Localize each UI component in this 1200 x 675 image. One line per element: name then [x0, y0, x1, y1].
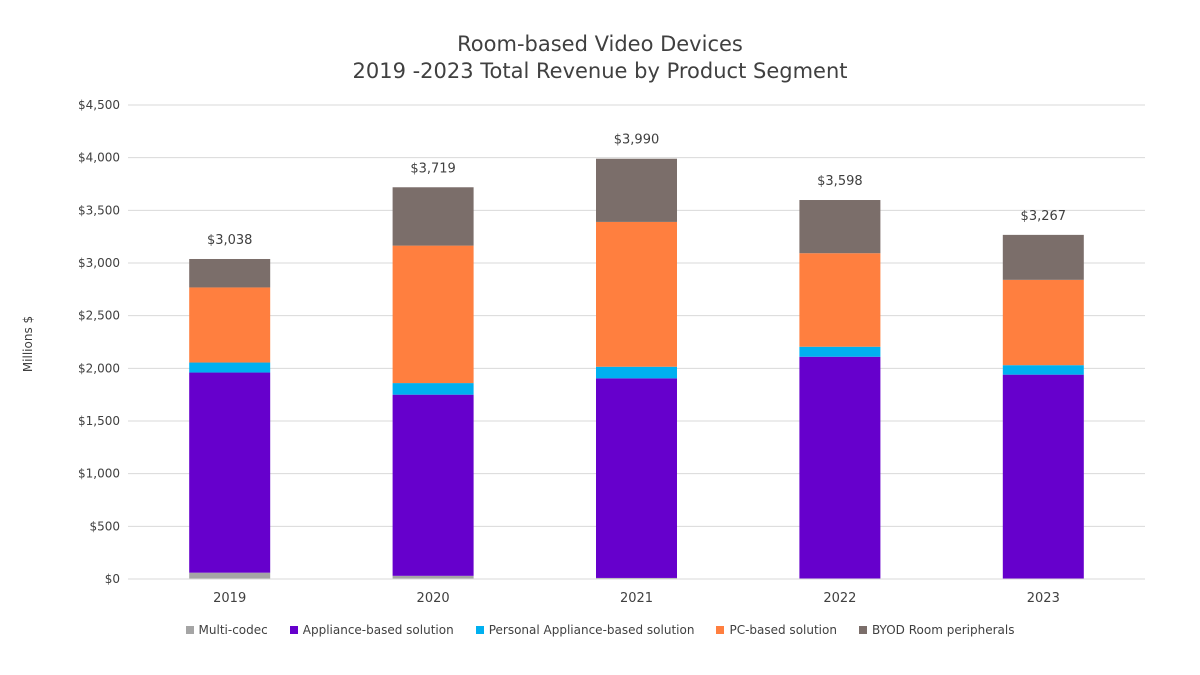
- chart-title: Room-based Video Devices: [457, 32, 743, 56]
- legend-item: BYOD Room peripherals: [858, 623, 1015, 637]
- legend-swatch: [858, 626, 867, 634]
- y-tick-label: $2,500: [78, 309, 120, 323]
- total-data-label: $3,038: [207, 233, 253, 248]
- x-tick-label: 2021: [620, 591, 653, 606]
- y-tick-label: $500: [89, 519, 120, 533]
- bar-segment: [799, 253, 881, 347]
- bar-segment: [189, 362, 271, 373]
- bar-segment: [799, 356, 881, 579]
- bar-segment: [189, 287, 271, 363]
- bar-segment: [1002, 374, 1084, 579]
- legend-label: BYOD Room peripherals: [871, 623, 1015, 637]
- y-tick-label: $0: [105, 572, 120, 586]
- bar-segment: [392, 187, 474, 246]
- legend-label: Personal Appliance-based solution: [488, 623, 695, 637]
- bar-segment: [596, 577, 677, 579]
- bar-segment: [392, 245, 474, 384]
- y-tick-label: $3,000: [78, 256, 120, 270]
- total-data-label: $3,719: [410, 161, 456, 176]
- bar-segment: [596, 221, 677, 367]
- bar-segment: [392, 575, 474, 579]
- total-data-label: $3,598: [817, 174, 863, 189]
- y-tick-label: $2,000: [78, 361, 120, 375]
- total-data-label: $3,990: [614, 133, 660, 148]
- x-tick-label: 2019: [213, 591, 246, 606]
- bar-segment: [799, 200, 881, 254]
- bar-segment: [596, 158, 677, 222]
- y-tick-label: $1,500: [78, 414, 120, 428]
- legend-item: PC-based solution: [716, 623, 837, 637]
- y-tick-label: $4,000: [78, 151, 120, 165]
- legend: Multi-codec Appliance-based solution Perso…: [0, 623, 1200, 637]
- y-tick-label: $1,000: [78, 467, 120, 481]
- bar-segment: [392, 383, 474, 395]
- total-data-label: $3,267: [1021, 209, 1067, 224]
- bar-segment: [1002, 234, 1084, 280]
- legend-swatch: [289, 626, 298, 634]
- legend-label: Appliance-based solution: [302, 623, 454, 637]
- x-tick-label: 2022: [823, 591, 856, 606]
- legend-item: Multi-codec: [185, 623, 268, 637]
- x-tick-label: 2023: [1027, 591, 1060, 606]
- legend-label: PC-based solution: [729, 623, 837, 637]
- legend-swatch: [185, 626, 194, 634]
- bar-segment: [596, 366, 677, 379]
- legend-swatch: [716, 626, 725, 634]
- legend-item: Personal Appliance-based solution: [475, 623, 695, 637]
- chart-subtitle: 2019 -2023 Total Revenue by Product Segm…: [352, 59, 848, 83]
- legend-label: Multi-codec: [198, 623, 268, 637]
- bar-segment: [392, 394, 474, 576]
- y-tick-label: $3,500: [78, 203, 120, 217]
- bar-segment: [189, 372, 271, 573]
- bar-segment: [1002, 365, 1084, 375]
- x-tick-label: 2020: [417, 591, 450, 606]
- legend-swatch: [475, 626, 484, 634]
- bar-segment: [596, 378, 677, 578]
- bar-segment: [189, 572, 271, 579]
- bar-segment: [799, 346, 881, 357]
- legend-item: Appliance-based solution: [289, 623, 454, 637]
- bar-segment: [189, 258, 271, 288]
- y-tick-label: $4,500: [78, 98, 120, 112]
- bar-segment: [1002, 279, 1084, 366]
